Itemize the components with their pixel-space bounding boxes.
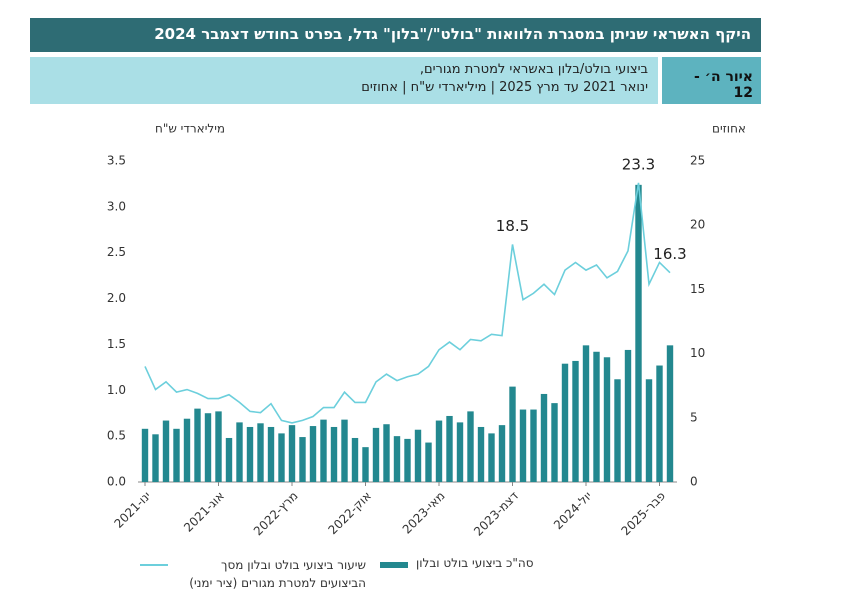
bar (152, 434, 159, 482)
y2-axis-label: אחוזים (712, 122, 746, 136)
title: היקף האשראי שניתן במסגרת הלוואות "בולט"/… (30, 18, 761, 52)
bar (183, 418, 191, 482)
x-tick-label: מאי-2023 (400, 489, 448, 537)
y2-tick-label: 5 (690, 410, 698, 424)
legend-swatch (140, 564, 168, 566)
y2-tick-label: 10 (690, 346, 705, 360)
x-tick-label: אוג-2021 (181, 489, 227, 535)
bar (246, 426, 254, 482)
bar (173, 428, 180, 482)
bar (446, 415, 453, 482)
legend-item: סה"כ ביצועי בולט ובלון (380, 556, 534, 570)
bar (561, 363, 569, 482)
bar (593, 351, 600, 482)
bar (635, 184, 642, 483)
legend-item: שיעור ביצועי בולט ובלון מסך הביצועים למט… (140, 556, 366, 592)
bar (425, 442, 432, 482)
y2-tick-label: 25 (690, 154, 705, 168)
bar (614, 379, 621, 482)
bar (225, 437, 233, 482)
y-tick-label: 0.5 (107, 429, 126, 443)
bar (603, 357, 611, 482)
figure-label: איור ה׳ - 12 (662, 57, 761, 104)
bar (351, 437, 359, 482)
bar (530, 409, 537, 482)
subtitle-line: ביצועי בולט/בלון באשראי למטרת מגורים, (419, 62, 648, 77)
y-tick-label: 0.0 (107, 475, 126, 489)
x-tick-label: דצמ-2023 (471, 488, 521, 538)
x-tick-label: מרץ-2022 (251, 489, 301, 539)
legend-text: שיעור ביצועי בולט ובלון מסך הביצועים למט… (189, 558, 366, 590)
bar (267, 426, 275, 482)
y-tick-label: 1.0 (107, 383, 126, 397)
y2-tick-label: 20 (690, 218, 705, 232)
x-tick-label: יול-2024 (551, 489, 595, 533)
bar (414, 429, 422, 482)
data-label: 23.3 (622, 155, 655, 173)
bar (582, 345, 590, 482)
y-tick-label: 2.5 (107, 245, 126, 259)
bar (341, 419, 348, 482)
legend-text: סה"כ ביצועי בולט ובלון (416, 556, 534, 570)
bar (299, 437, 306, 482)
x-tick-label: אוק-2022 (326, 489, 375, 538)
bar (288, 425, 296, 482)
bar (456, 422, 464, 482)
bar (435, 420, 443, 482)
bar (330, 426, 338, 482)
bar (519, 409, 527, 482)
y-axis-label: מיליארדי ש"ח (155, 122, 225, 136)
bar (540, 393, 548, 482)
bar (666, 345, 674, 482)
bar (309, 426, 317, 482)
bar (572, 360, 579, 482)
y2-tick-label: 15 (690, 282, 705, 296)
y-tick-label: 2.0 (107, 291, 126, 305)
bar (509, 386, 516, 482)
legend-swatch (380, 562, 408, 568)
bar (320, 419, 327, 482)
bar (645, 379, 653, 482)
bar (141, 428, 149, 482)
bar (372, 427, 380, 482)
bar (236, 422, 243, 482)
x-tick-label: פבר-2025 (619, 489, 669, 539)
bar (551, 403, 558, 482)
bar (404, 438, 411, 482)
y-tick-label: 3.0 (107, 199, 126, 213)
bar (488, 433, 495, 482)
bar (278, 433, 285, 482)
bar (393, 436, 401, 482)
y-tick-label: 3.5 (107, 154, 126, 168)
bar (362, 447, 369, 482)
bar (215, 411, 222, 482)
bar (624, 349, 632, 482)
subtitle: ביצועי בולט/בלון באשראי למטרת מגורים, ינ… (30, 57, 658, 104)
y2-tick-label: 0 (690, 475, 698, 489)
y-tick-label: 1.5 (107, 337, 126, 351)
bar (467, 411, 474, 482)
bar (498, 425, 506, 482)
bar (656, 365, 663, 482)
data-label: 18.5 (496, 217, 529, 235)
bar (383, 424, 390, 482)
line (144, 182, 671, 424)
x-tick-label: ינו-2021 (111, 489, 153, 531)
subtitle-line: ינואר 2021 עד מרץ 2025 | מיליארדי ש"ח | … (361, 80, 648, 95)
bar (477, 426, 485, 482)
bar (257, 423, 264, 482)
data-label: 16.3 (653, 245, 686, 263)
bar (194, 408, 201, 482)
bar (162, 420, 170, 482)
bar (204, 413, 212, 482)
